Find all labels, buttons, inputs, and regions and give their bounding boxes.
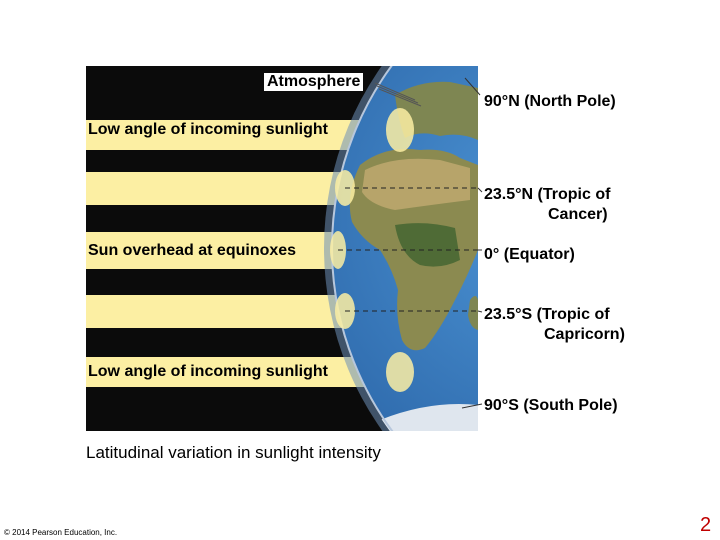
land-south bbox=[380, 404, 478, 431]
tropic-cancer-label: 23.5°N (Tropic of Cancer) bbox=[484, 185, 610, 225]
equator-label: 0° (Equator) bbox=[484, 245, 575, 265]
atmosphere-pointer-line bbox=[374, 82, 416, 101]
land-forest bbox=[395, 223, 460, 267]
atmosphere-pointer bbox=[374, 82, 422, 107]
north-pole-leader bbox=[464, 77, 481, 96]
tropic-cancer-text-2: Cancer) bbox=[548, 206, 608, 223]
leader-lines bbox=[461, 77, 483, 409]
earth-globe bbox=[324, 66, 478, 431]
low-angle-top-label: Low angle of incoming sunlight bbox=[86, 121, 330, 139]
atmosphere-label: Atmosphere bbox=[264, 73, 364, 91]
north-pole-label: 90°N (North Pole) bbox=[484, 92, 616, 112]
tropic-capricorn-text-2: Capricorn) bbox=[544, 326, 625, 343]
sun-overhead-label: Sun overhead at equinoxes bbox=[86, 242, 299, 260]
north-pole-text: 90°N (North Pole) bbox=[484, 93, 616, 110]
tropic-capricorn-text-1: 23.5°S (Tropic of bbox=[484, 306, 610, 323]
south-pole-text: 90°S (South Pole) bbox=[484, 397, 618, 414]
atmosphere-pointer-line bbox=[378, 88, 422, 107]
low-angle-bottom-label: Low angle of incoming sunlight bbox=[86, 363, 330, 381]
sunlit-patch bbox=[386, 108, 414, 152]
tropic-capricorn-label: 23.5°S (Tropic of Capricorn) bbox=[484, 305, 625, 345]
sunlit-patch bbox=[386, 352, 414, 392]
south-pole-leader bbox=[461, 403, 483, 409]
page-number: 2 bbox=[700, 514, 712, 536]
figure-caption: Latitudinal variation in sunlight intens… bbox=[86, 443, 381, 462]
tropic-cancer-text-1: 23.5°N (Tropic of bbox=[484, 186, 611, 203]
latitude-lines bbox=[338, 187, 478, 312]
south-pole-label: 90°S (South Pole) bbox=[484, 396, 618, 416]
tropic-capricorn-leader bbox=[477, 310, 483, 313]
equator-text: 0° (Equator) bbox=[484, 246, 575, 263]
atmosphere-pointer-line bbox=[376, 85, 419, 104]
land-madagascar bbox=[468, 296, 478, 330]
ocean bbox=[332, 66, 478, 431]
land-europe bbox=[395, 81, 478, 140]
land-sahara bbox=[362, 158, 470, 210]
tropic-cancer-leader bbox=[477, 187, 483, 193]
copyright-text: © 2014 Pearson Education, Inc. bbox=[4, 528, 118, 537]
